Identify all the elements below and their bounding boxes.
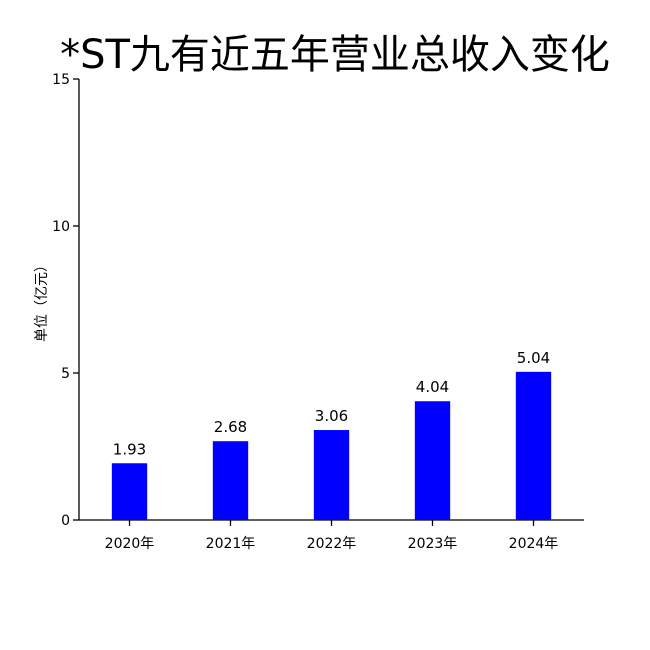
data-label: 1.93 <box>113 440 146 458</box>
data-label: 4.04 <box>416 378 449 396</box>
y-tick-label: 5 <box>61 366 70 382</box>
x-tick-label: 2020年 <box>105 536 155 552</box>
bar <box>111 463 148 520</box>
x-tick-label: 2021年 <box>206 536 256 552</box>
y-tick-label: 15 <box>52 72 70 88</box>
bar <box>414 401 451 520</box>
y-axis-ticks: 0 5 10 15 <box>52 72 79 529</box>
y-tick-label: 0 <box>61 513 70 529</box>
bar <box>515 371 552 520</box>
y-axis-label: 单位（亿元） <box>34 258 50 342</box>
x-tick-label: 2022年 <box>307 536 357 552</box>
data-label: 5.04 <box>517 349 550 367</box>
bar <box>313 430 350 520</box>
chart-title: *ST九有近五年营业总收入变化 <box>60 32 610 78</box>
bars-group: 1.93 2.68 3.06 4.04 5.04 <box>111 349 552 520</box>
x-tick-label: 2024年 <box>509 536 559 552</box>
x-tick-label: 2023年 <box>408 536 458 552</box>
data-label: 2.68 <box>214 418 247 436</box>
bar <box>212 441 249 520</box>
data-label: 3.06 <box>315 407 348 425</box>
y-tick-label: 10 <box>52 219 70 235</box>
x-axis-ticks: 2020年 2021年 2022年 2023年 2024年 <box>105 520 559 552</box>
